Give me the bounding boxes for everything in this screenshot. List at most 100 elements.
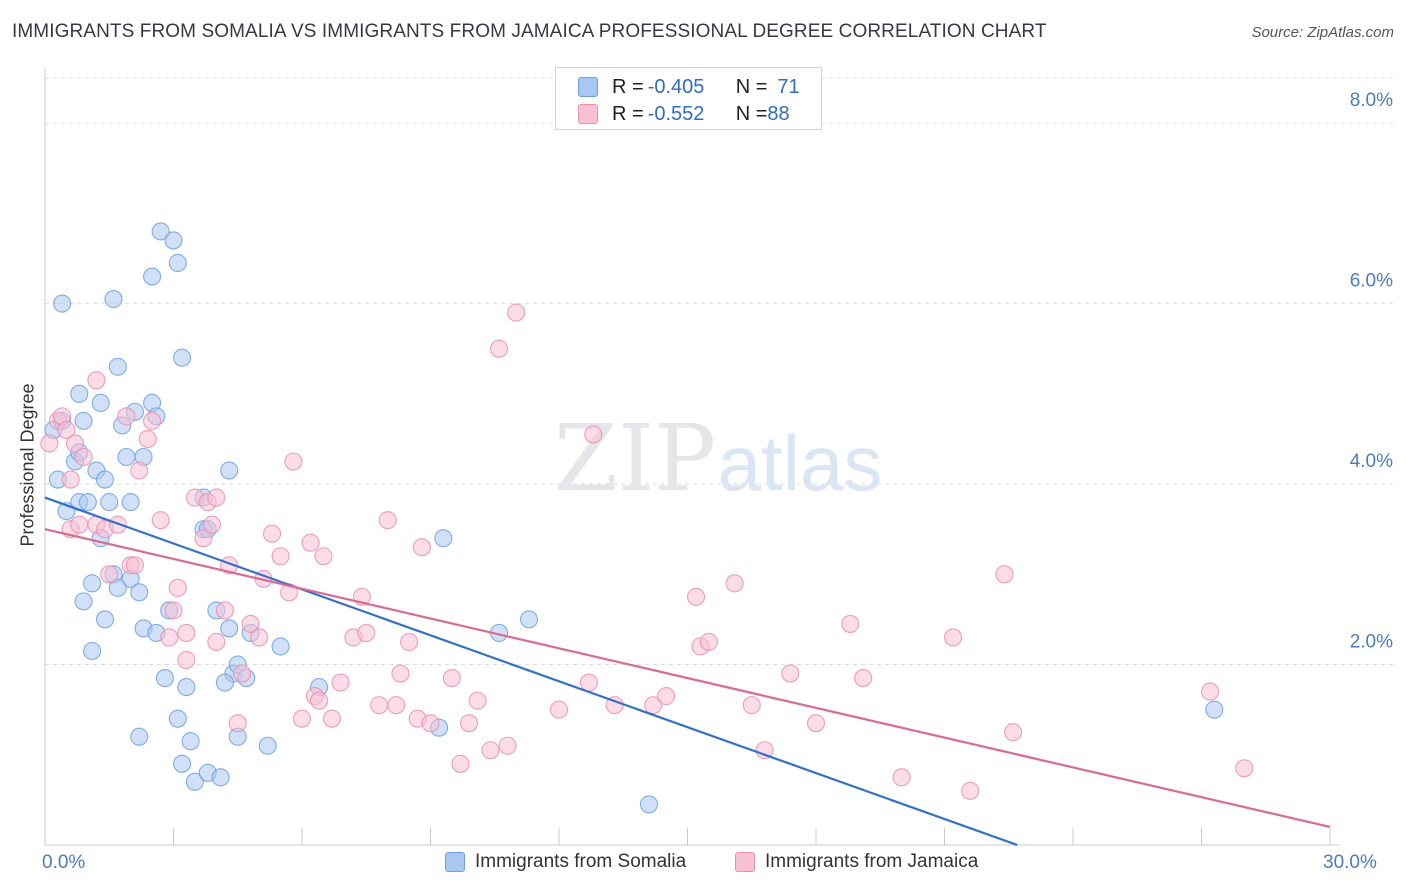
somalia-point <box>100 493 119 512</box>
jamaica-point <box>442 669 461 688</box>
jamaica-point <box>699 632 718 652</box>
jamaica-point <box>1201 682 1220 701</box>
somalia-point <box>1205 700 1224 719</box>
jamaica-point <box>507 303 526 322</box>
somalia-point <box>168 709 187 728</box>
legend-item-jamaica: Immigrants from Jamaica <box>735 851 978 873</box>
jamaica-point <box>468 691 487 710</box>
watermark-zip: ZIP <box>554 405 716 512</box>
somalia-point <box>104 290 123 309</box>
jamaica-point <box>262 524 282 543</box>
jamaica-point <box>138 429 157 448</box>
y-tick-labels: 2.0% 4.0% 6.0% 8.0% <box>1350 90 1393 652</box>
somalia-point <box>78 493 97 512</box>
jamaica-point <box>489 339 509 358</box>
jamaica-point <box>117 407 136 426</box>
source-label: Source: ZipAtlas.com <box>1251 24 1394 41</box>
jamaica-point <box>322 709 342 728</box>
y-tick-label-2: 4.0% <box>1350 451 1393 472</box>
jamaica-point <box>459 714 479 733</box>
chart-title: IMMIGRANTS FROM SOMALIA VS IMMIGRANTS FR… <box>12 21 1047 42</box>
jamaica-point <box>310 691 329 710</box>
jamaica-point <box>854 669 873 688</box>
watermark-atlas: atlas <box>718 419 883 507</box>
jamaica-point <box>755 741 774 760</box>
jamaica-point <box>387 696 406 715</box>
jamaica-points <box>40 303 1254 800</box>
somalia-point <box>95 610 115 629</box>
jamaica-point <box>57 420 76 439</box>
jamaica-point <box>143 411 162 430</box>
jamaica-point <box>40 434 59 453</box>
somalia-point <box>173 348 192 367</box>
stats-row-jamaica: R = -0.552 N = 88 <box>578 102 790 126</box>
jamaica-point <box>232 664 252 683</box>
somalia-point <box>151 222 170 241</box>
jamaica-point <box>944 628 963 647</box>
jamaica-point <box>451 754 470 773</box>
somalia-point <box>168 253 187 273</box>
jamaica-point <box>177 623 196 642</box>
jamaica-point <box>1003 723 1023 742</box>
jamaica-point <box>203 515 222 534</box>
somalia-point <box>74 411 93 430</box>
r-label: R = <box>612 102 644 125</box>
y-tick-label-4: 8.0% <box>1350 90 1393 111</box>
somalia-swatch <box>578 77 598 97</box>
jamaica-point <box>421 714 440 733</box>
somalia-points <box>44 222 1224 814</box>
legend-label-jamaica: Immigrants from Jamaica <box>765 851 979 872</box>
n-value: 71 <box>777 75 800 98</box>
somalia-point <box>220 619 239 638</box>
n-value: 88 <box>767 102 790 125</box>
somalia-legend-swatch <box>445 852 465 872</box>
stats-legend: R = -0.405 N = 71 R = -0.552 N = 88 <box>555 67 822 130</box>
r-label: R = <box>612 75 644 98</box>
jamaica-point <box>215 601 234 620</box>
jamaica-point <box>498 736 517 755</box>
somalia-point <box>108 578 127 597</box>
somalia-point <box>70 384 89 403</box>
jamaica-point <box>841 614 860 633</box>
somalia-trend-line <box>44 496 1018 847</box>
axes-layer <box>44 68 1340 846</box>
somalia-point <box>185 772 204 791</box>
somalia-point <box>130 583 149 602</box>
jamaica-point <box>125 556 144 575</box>
jamaica-point <box>806 714 826 733</box>
jamaica-point <box>65 434 85 453</box>
somalia-point <box>215 673 234 692</box>
jamaica-point <box>687 587 706 606</box>
jamaica-point <box>177 650 196 670</box>
somalia-point <box>83 641 102 661</box>
jamaica-point <box>250 628 269 647</box>
jamaica-point <box>292 709 312 728</box>
jamaica-point <box>271 547 290 566</box>
jamaica-point <box>61 470 80 489</box>
jamaica-point <box>357 623 376 642</box>
somalia-point <box>173 754 192 773</box>
jamaica-point <box>151 511 170 530</box>
jamaica-point <box>725 574 744 593</box>
somalia-point <box>95 470 115 489</box>
somalia-point <box>117 447 136 467</box>
jamaica-point <box>742 696 761 715</box>
jamaica-point <box>961 781 980 800</box>
trend-lines <box>44 496 1331 847</box>
series-legend: Immigrants from Somalia Immigrants from … <box>0 851 1406 877</box>
somalia-point <box>519 610 539 629</box>
legend-label-somalia: Immigrants from Somalia <box>475 851 687 872</box>
jamaica-point <box>391 664 410 683</box>
jamaica-point <box>331 673 350 692</box>
somalia-point <box>258 736 277 755</box>
jamaica-point <box>584 425 603 444</box>
jamaica-point <box>74 447 93 467</box>
jamaica-point <box>1235 759 1254 778</box>
r-value: -0.552 <box>647 102 705 125</box>
somalia-point <box>83 574 102 593</box>
jamaica-point <box>400 632 419 652</box>
jamaica-point <box>70 515 89 534</box>
jamaica-point <box>130 461 149 480</box>
jamaica-point <box>412 538 431 557</box>
